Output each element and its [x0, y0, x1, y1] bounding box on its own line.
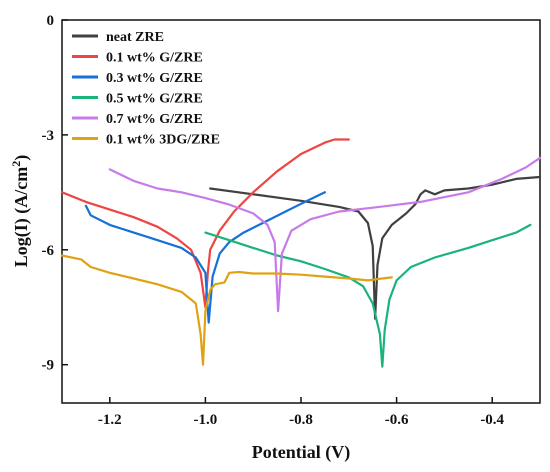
legend: neat ZRE 0.1 wt% G/ZRE 0.3 wt% G/ZRE 0.5 wt…	[72, 30, 220, 148]
y-axis-title: Log(I) (A/cm2)	[9, 155, 32, 267]
series-line-3	[84, 191, 326, 324]
series-line-5	[108, 156, 542, 313]
x-tick-label: -0.8	[289, 412, 313, 428]
x-tick-label: -0.4	[480, 412, 504, 428]
x-tick-label: -1.0	[194, 412, 218, 428]
series-line-1	[209, 175, 542, 320]
y-axis-title-main: Log(I) (A/cm	[11, 167, 32, 267]
y-axis-ticks: 0 -3 -6 -9	[42, 13, 68, 374]
series-line-4	[204, 223, 532, 368]
legend-label: 0.1 wt% 3DG/ZRE	[106, 133, 220, 148]
y-axis-title-superscript: 2	[9, 161, 23, 167]
y-axis-title-close: )	[11, 155, 32, 161]
legend-label: 0.7 wt% G/ZRE	[106, 112, 203, 127]
series-line-6	[60, 254, 393, 366]
legend-label: neat ZRE	[106, 30, 164, 45]
series-line-2	[60, 138, 350, 309]
legend-label: 0.1 wt% G/ZRE	[106, 51, 203, 66]
y-tick-label: 0	[47, 13, 55, 29]
y-tick-label: -3	[42, 128, 55, 144]
x-tick-label: -1.2	[98, 412, 122, 428]
legend-label: 0.5 wt% G/ZRE	[106, 92, 203, 107]
x-axis-ticks: -1.2 -1.0 -0.8 -0.6 -0.4	[98, 397, 505, 428]
curves-layer	[60, 138, 542, 368]
y-tick-label: -6	[42, 243, 55, 259]
x-axis-title: Potential (V)	[252, 442, 350, 463]
legend-label: 0.3 wt% G/ZRE	[106, 71, 203, 86]
x-tick-label: -0.6	[385, 412, 409, 428]
y-tick-label: -9	[42, 358, 55, 374]
